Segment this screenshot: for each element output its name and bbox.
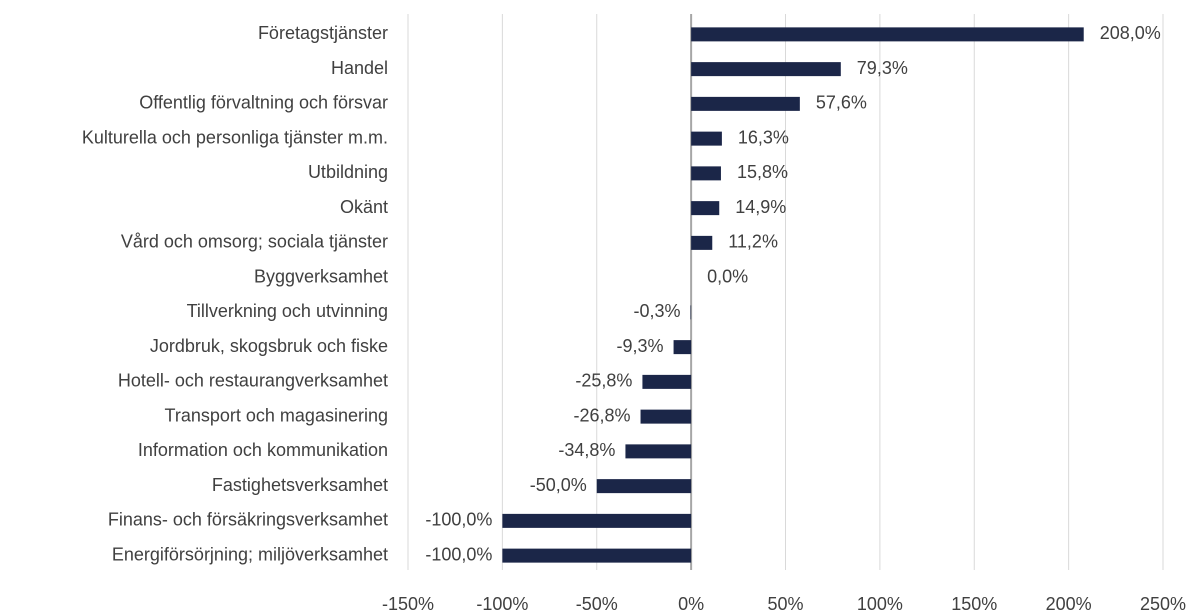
value-label: -100,0% [425, 544, 492, 564]
category-label: Jordbruk, skogsbruk och fiske [150, 336, 388, 356]
bar [691, 62, 841, 77]
value-label: 16,3% [738, 127, 789, 147]
bar [691, 235, 713, 250]
category-label: Offentlig förvaltning och försvar [139, 93, 388, 113]
bar [502, 548, 692, 563]
bar [502, 513, 692, 528]
bar [691, 96, 800, 111]
category-label: Information och kommunikation [138, 440, 388, 460]
bar [625, 444, 692, 459]
category-label: Utbildning [308, 162, 388, 182]
value-label: 208,0% [1100, 23, 1161, 43]
x-tick-label: 200% [1046, 594, 1092, 610]
value-label: -50,0% [530, 475, 587, 495]
bar [642, 374, 692, 389]
value-label: 15,8% [737, 162, 788, 182]
bar [691, 166, 721, 181]
category-label: Byggverksamhet [254, 266, 388, 286]
x-tick-label: 0% [678, 594, 704, 610]
x-tick-label: 250% [1140, 594, 1186, 610]
bar [691, 27, 1084, 42]
category-label: Vård och omsorg; sociala tjänster [121, 232, 388, 252]
bar [596, 479, 692, 494]
value-label: -9,3% [617, 336, 664, 356]
category-label: Kulturella och personliga tjänster m.m. [82, 127, 388, 147]
bar [673, 340, 692, 355]
x-tick-label: -150% [382, 594, 434, 610]
value-label: 57,6% [816, 93, 867, 113]
category-label: Tillverkning och utvinning [187, 301, 388, 321]
x-tick-label: -50% [576, 594, 618, 610]
bar [691, 201, 720, 216]
category-label: Hotell- och restaurangverksamhet [118, 371, 388, 391]
category-label: Energiförsörjning; miljöverksamhet [112, 544, 388, 564]
category-label: Handel [331, 58, 388, 78]
value-label: 11,2% [728, 232, 778, 252]
value-label: 14,9% [735, 197, 786, 217]
category-label: Okänt [340, 197, 388, 217]
value-label: 0,0% [707, 266, 748, 286]
value-label: -0,3% [634, 301, 681, 321]
bar [690, 305, 692, 320]
category-label: Fastighetsverksamhet [212, 475, 388, 495]
bar [640, 409, 692, 424]
value-label: -26,8% [573, 405, 630, 425]
category-label: Finans- och försäkringsverksamhet [108, 510, 388, 530]
value-label: -34,8% [558, 440, 615, 460]
category-label: Företagstjänster [258, 23, 388, 43]
value-label: -25,8% [575, 371, 632, 391]
x-tick-label: -100% [476, 594, 528, 610]
category-label: Transport och magasinering [165, 405, 388, 425]
value-label: 79,3% [857, 58, 908, 78]
x-tick-label: 50% [767, 594, 803, 610]
x-tick-label: 100% [857, 594, 903, 610]
value-label: -100,0% [425, 510, 492, 530]
x-tick-label: 150% [951, 594, 997, 610]
bar [691, 131, 722, 146]
